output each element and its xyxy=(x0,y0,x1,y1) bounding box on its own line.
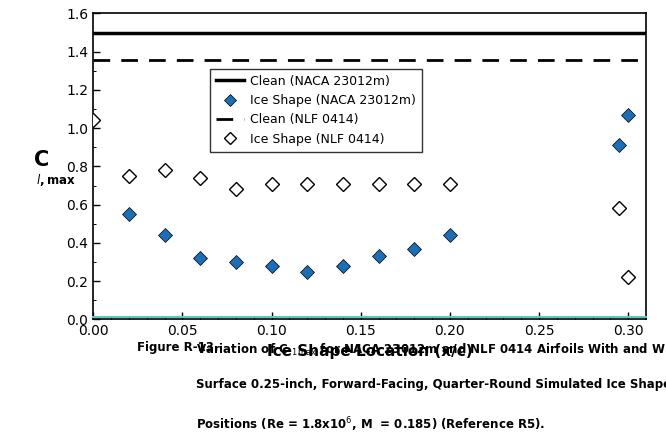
Text: $\mathbf{{\it l},max}$: $\mathbf{{\it l},max}$ xyxy=(36,172,75,188)
X-axis label: Ice Shape Location (x/c): Ice Shape Location (x/c) xyxy=(267,344,472,359)
Legend: Clean (NACA 23012m), Ice Shape (NACA 23012m), Clean (NLF 0414), Ice Shape (NLF 0: Clean (NACA 23012m), Ice Shape (NACA 230… xyxy=(210,69,422,152)
Text: Figure R-13.: Figure R-13. xyxy=(137,341,219,354)
Text: $\mathbf{C}$: $\mathbf{C}$ xyxy=(33,150,49,170)
Text: Surface 0.25-inch, Forward-Facing, Quarter-Round Simulated Ice Shape at Various : Surface 0.25-inch, Forward-Facing, Quart… xyxy=(196,378,666,391)
Text: Variation of C $_{1\,\rm{max}}$ for NACA 23012m and NLF 0414 Airfoils With and W: Variation of C $_{1\,\rm{max}}$ for NACA… xyxy=(196,341,666,358)
Text: Positions (Re = 1.8x10$^6$, M  = 0.185) (Reference R5).: Positions (Re = 1.8x10$^6$, M = 0.185) (… xyxy=(196,416,545,434)
